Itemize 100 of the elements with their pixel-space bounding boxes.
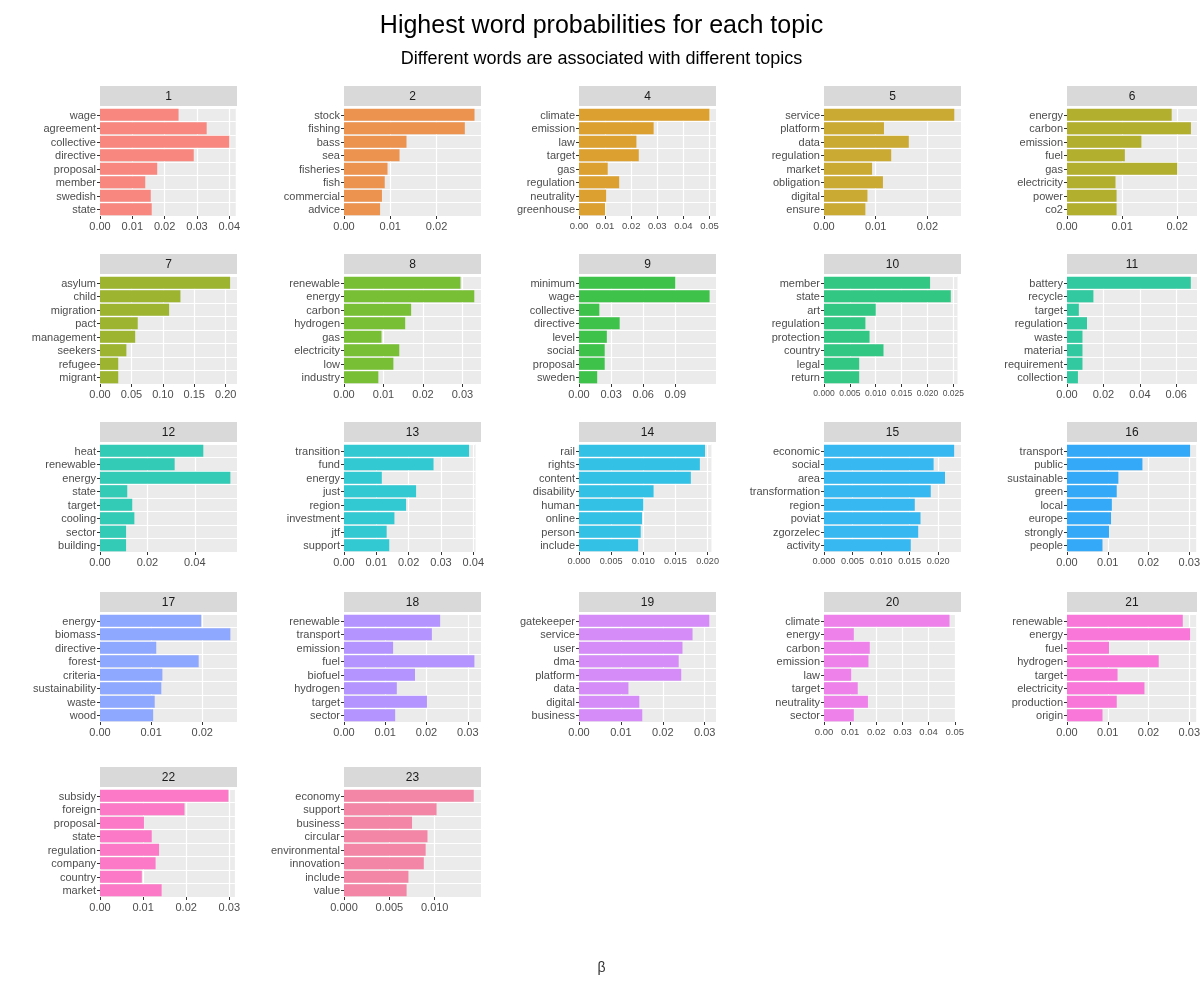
y-tick-label: regulation bbox=[47, 843, 96, 856]
y-tick-label: asylum bbox=[61, 276, 96, 289]
chart-title: 5 bbox=[889, 89, 897, 103]
y-tick-label: disability bbox=[532, 485, 576, 498]
y-tick-label: origin bbox=[1036, 709, 1063, 722]
y-tick-label: proposal bbox=[53, 162, 96, 175]
y-tick-label: carbon bbox=[306, 303, 340, 316]
x-tick-label: 0.00 bbox=[89, 219, 111, 232]
chart-title: 19 bbox=[640, 595, 655, 609]
x-tick-label: 0.005 bbox=[599, 555, 623, 566]
x-tick-label: 0.010 bbox=[865, 387, 887, 398]
x-tick-label: 0.03 bbox=[648, 219, 667, 231]
x-tick-label: 0.10 bbox=[152, 387, 174, 400]
y-tick-label: fish bbox=[322, 176, 340, 189]
x-tick-label: 0.15 bbox=[183, 387, 205, 400]
x-tick-label: 0.005 bbox=[839, 387, 861, 398]
y-tick-label: human bbox=[541, 498, 575, 511]
y-tick-label: transition bbox=[295, 444, 340, 457]
y-tick-label: gatekeeper bbox=[519, 614, 576, 627]
x-tick-label: 0.01 bbox=[1097, 555, 1119, 568]
x-tick-label: 0.02 bbox=[652, 725, 674, 738]
y-tick-label: art bbox=[807, 303, 820, 316]
x-tick-label: 0.025 bbox=[942, 387, 965, 398]
chart-title: 15 bbox=[885, 425, 900, 439]
x-tick-label: 0.00 bbox=[1056, 555, 1078, 568]
y-tick-label: pact bbox=[75, 317, 96, 330]
x-tick-label: 0.00 bbox=[89, 555, 111, 568]
y-tick-label: include bbox=[540, 539, 575, 552]
chart-title: 1 bbox=[165, 89, 173, 103]
x-tick-label: 0.02 bbox=[1137, 725, 1160, 738]
y-tick-label: foreign bbox=[62, 803, 96, 816]
y-tick-label: requirement bbox=[1004, 357, 1063, 370]
x-tick-label: 0.03 bbox=[186, 219, 208, 232]
y-tick-label: hydrogen bbox=[294, 317, 340, 330]
y-tick-label: transport bbox=[296, 628, 340, 641]
y-tick-label: transport bbox=[1019, 444, 1063, 457]
x-tick-label: 0.02 bbox=[415, 725, 438, 738]
y-tick-label: collective bbox=[50, 135, 96, 148]
y-tick-label: market bbox=[62, 884, 96, 897]
x-tick-label: 0.00 bbox=[333, 219, 355, 232]
x-tick-label: 0.03 bbox=[457, 725, 479, 738]
y-tick-label: gas bbox=[557, 162, 576, 175]
y-tick-label: region bbox=[309, 498, 340, 511]
x-tick-label: 0.020 bbox=[916, 387, 939, 398]
x-tick-label: 0.02 bbox=[1137, 555, 1160, 568]
x-tick-label: 0.00 bbox=[89, 725, 111, 738]
y-tick-label: stock bbox=[314, 108, 341, 121]
y-tick-label: cooling bbox=[61, 512, 96, 525]
y-tick-label: bass bbox=[316, 135, 341, 148]
text: Different words are associated with different topics bbox=[400, 48, 803, 68]
x-tick-label: 0.02 bbox=[153, 219, 176, 232]
y-tick-label: proposal bbox=[532, 357, 575, 370]
y-tick-label: green bbox=[1034, 485, 1063, 498]
y-tick-label: platform bbox=[535, 668, 575, 681]
y-tick-label: regulation bbox=[526, 176, 575, 189]
y-tick-label: child bbox=[73, 290, 96, 303]
y-tick-label: electricity bbox=[294, 344, 341, 357]
y-tick-label: carbon bbox=[1029, 122, 1063, 135]
x-tick-label: 0.00 bbox=[89, 900, 111, 913]
y-tick-label: renewable bbox=[289, 276, 340, 289]
y-tick-label: biofuel bbox=[307, 668, 340, 681]
x-tick-label: 0.00 bbox=[568, 725, 590, 738]
x-tick-label: 0.015 bbox=[898, 555, 922, 566]
y-tick-label: greenhouse bbox=[516, 203, 575, 216]
y-tick-label: value bbox=[313, 884, 340, 897]
chart-title: 13 bbox=[405, 425, 420, 439]
y-tick-label: dma bbox=[553, 655, 576, 668]
y-tick-label: production bbox=[1011, 695, 1063, 708]
chart-title: 18 bbox=[405, 595, 420, 609]
y-tick-label: state bbox=[72, 830, 96, 843]
y-tick-label: management bbox=[31, 330, 96, 343]
chart-title: 10 bbox=[885, 257, 900, 271]
y-tick-label: return bbox=[791, 371, 820, 384]
chart-title: 11 bbox=[1125, 257, 1139, 271]
x-tick-label: 0.02 bbox=[191, 725, 213, 738]
y-tick-label: rights bbox=[548, 458, 576, 471]
x-tick-label: 0.005 bbox=[841, 555, 864, 566]
x-tick-label: 0.04 bbox=[674, 219, 693, 231]
y-tick-label: fishing bbox=[308, 122, 340, 135]
x-tick-label: 0.04 bbox=[218, 219, 241, 232]
y-tick-label: material bbox=[1023, 344, 1063, 357]
x-tick-label: 0.020 bbox=[926, 555, 950, 566]
y-tick-label: refugee bbox=[58, 357, 96, 370]
x-tick-label: 0.03 bbox=[218, 900, 241, 913]
x-tick-label: 0.05 bbox=[120, 387, 143, 400]
y-tick-label: climate bbox=[785, 614, 820, 627]
x-tick-label: 0.00 bbox=[568, 387, 590, 400]
chart-title: 4 bbox=[644, 89, 652, 103]
y-tick-label: innovation bbox=[289, 857, 340, 870]
y-tick-label: energy bbox=[306, 471, 341, 484]
y-tick-label: target bbox=[1034, 668, 1063, 681]
y-tick-label: battery bbox=[1029, 276, 1064, 289]
y-tick-label: swedish bbox=[56, 189, 96, 202]
y-tick-label: advice bbox=[308, 203, 340, 216]
y-tick-label: fuel bbox=[322, 655, 340, 668]
x-tick-label: 0.000 bbox=[813, 387, 835, 398]
y-tick-label: fisheries bbox=[299, 162, 341, 175]
y-tick-label: heat bbox=[74, 444, 96, 457]
y-tick-label: directive bbox=[55, 149, 96, 162]
y-tick-label: subsidy bbox=[58, 789, 97, 802]
